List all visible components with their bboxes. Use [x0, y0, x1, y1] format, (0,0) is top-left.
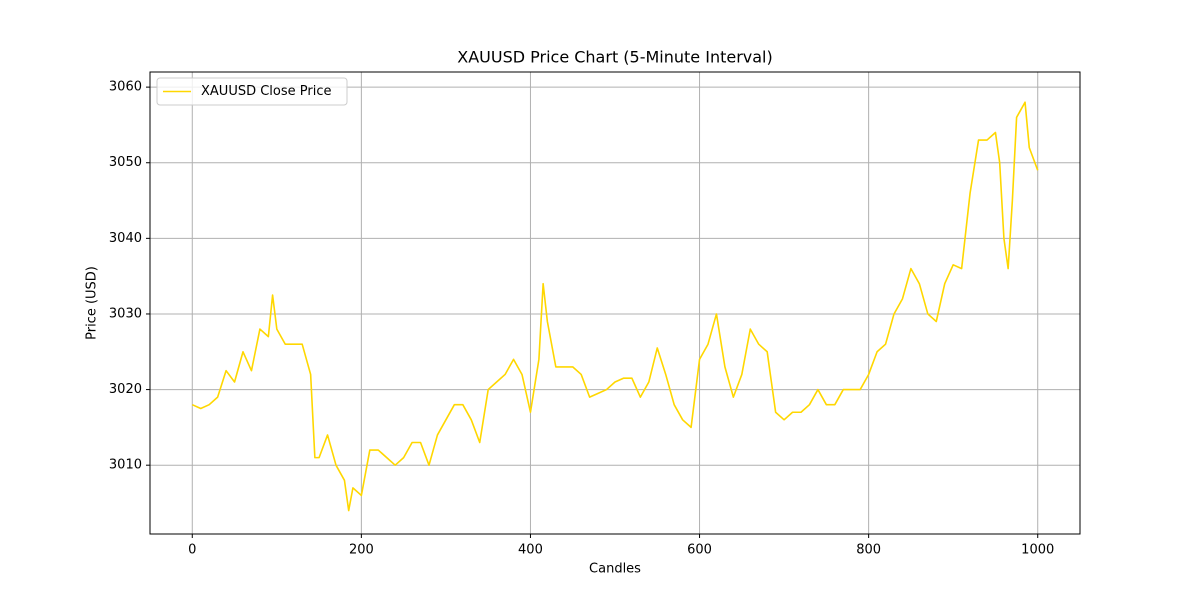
- legend-label: XAUUSD Close Price: [201, 84, 331, 99]
- legend: XAUUSD Close Price: [156, 77, 348, 106]
- y-axis-label: Price (USD): [85, 266, 100, 340]
- x-axis-label: Candles: [589, 562, 641, 577]
- y-tick-label: 3050: [109, 155, 142, 170]
- x-tick-label: 400: [518, 543, 543, 558]
- x-tick-label: 200: [349, 543, 374, 558]
- y-tick-label: 3030: [109, 306, 142, 321]
- x-tick-label: 1000: [1021, 543, 1054, 558]
- y-tick-label: 3020: [109, 382, 142, 397]
- x-tick-label: 600: [687, 543, 712, 558]
- y-tick-label: 3010: [109, 458, 142, 473]
- price-line: [191, 101, 1039, 512]
- legend-box: [156, 77, 348, 106]
- chart-title: XAUUSD Price Chart (5-Minute Interval): [457, 48, 773, 67]
- y-tick-label: 3040: [109, 231, 142, 246]
- plot-frame: [149, 71, 1081, 535]
- x-tick-label: 0: [188, 543, 196, 558]
- y-tick-label: 3060: [109, 80, 142, 95]
- x-tick-label: 800: [856, 543, 881, 558]
